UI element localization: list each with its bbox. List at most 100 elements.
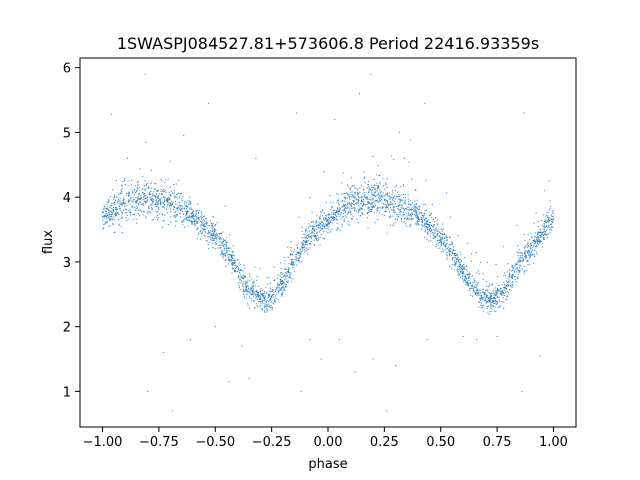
data-point	[103, 208, 105, 211]
data-point	[127, 218, 129, 220]
data-point	[417, 206, 419, 208]
data-point	[469, 281, 472, 283]
data-point	[491, 301, 493, 303]
chart-title: 1SWASPJ084527.81+573606.8 Period 22416.9…	[117, 34, 539, 53]
data-point	[486, 307, 488, 310]
data-point	[338, 215, 340, 218]
data-point	[297, 252, 299, 254]
data-point	[251, 285, 253, 287]
data-point	[355, 198, 358, 200]
data-point	[433, 225, 435, 227]
data-point	[378, 174, 380, 177]
data-point	[157, 214, 159, 217]
data-point	[527, 233, 529, 236]
data-point	[216, 239, 218, 241]
data-point	[300, 251, 302, 253]
data-point	[253, 296, 255, 298]
data-point	[283, 283, 286, 285]
outlier-point	[476, 339, 478, 341]
data-point	[225, 246, 228, 248]
data-point	[441, 236, 443, 238]
data-point	[303, 236, 305, 238]
data-point	[232, 245, 234, 247]
data-point	[170, 211, 172, 213]
data-point	[175, 203, 177, 205]
data-point	[380, 190, 382, 193]
data-point	[498, 296, 500, 298]
data-point	[526, 250, 528, 252]
data-point	[470, 287, 472, 290]
data-point	[158, 201, 160, 203]
data-point	[397, 216, 399, 218]
data-point	[155, 200, 157, 202]
data-point	[131, 199, 133, 201]
data-point	[533, 239, 536, 241]
data-point	[110, 219, 112, 221]
data-point	[329, 194, 331, 196]
data-point	[440, 238, 442, 240]
data-point	[440, 239, 442, 241]
data-point	[185, 218, 187, 220]
data-point	[546, 225, 548, 227]
data-point	[156, 200, 158, 202]
data-point	[316, 215, 318, 217]
data-point	[290, 246, 292, 249]
data-point	[199, 231, 201, 233]
data-point	[192, 221, 194, 224]
data-point	[130, 214, 132, 216]
data-point	[418, 219, 420, 221]
data-point	[448, 251, 450, 253]
data-point	[370, 199, 373, 201]
data-point	[321, 227, 323, 230]
data-point	[309, 243, 311, 245]
data-point	[456, 266, 459, 268]
data-point	[369, 199, 371, 201]
data-point	[124, 183, 126, 186]
data-point	[385, 203, 387, 206]
data-point	[495, 291, 497, 293]
data-point	[327, 228, 329, 231]
data-point	[543, 233, 545, 235]
data-point	[381, 214, 383, 216]
data-point	[284, 273, 286, 275]
data-point	[246, 293, 248, 295]
data-point	[263, 291, 266, 293]
data-point	[272, 302, 274, 304]
data-point	[337, 214, 339, 216]
data-point	[242, 274, 244, 277]
data-point	[473, 290, 476, 292]
data-point	[373, 200, 375, 202]
data-point	[441, 233, 443, 235]
data-point	[418, 205, 421, 207]
data-point	[113, 196, 115, 199]
x-tick-label: 0.75	[483, 435, 512, 450]
data-point	[196, 217, 198, 220]
data-point	[130, 211, 132, 213]
data-point	[361, 213, 364, 215]
data-point	[366, 213, 368, 215]
data-point	[359, 191, 361, 194]
data-point	[361, 205, 363, 207]
data-point	[143, 193, 145, 195]
data-point	[333, 218, 335, 220]
data-point	[377, 209, 379, 212]
data-point	[524, 252, 526, 254]
data-point	[165, 179, 167, 181]
data-point	[519, 269, 521, 271]
data-point	[114, 204, 116, 206]
data-point	[501, 294, 503, 296]
data-point	[488, 286, 490, 288]
data-point	[493, 299, 495, 301]
data-point	[374, 222, 376, 224]
data-point	[196, 222, 199, 224]
data-point	[222, 238, 225, 240]
data-point	[354, 187, 356, 189]
data-point	[462, 266, 464, 268]
data-point	[135, 209, 137, 211]
data-point	[106, 208, 108, 210]
data-point	[462, 273, 464, 275]
data-point	[397, 191, 399, 193]
data-point	[528, 254, 530, 256]
data-point	[552, 218, 554, 220]
data-point	[301, 247, 303, 249]
